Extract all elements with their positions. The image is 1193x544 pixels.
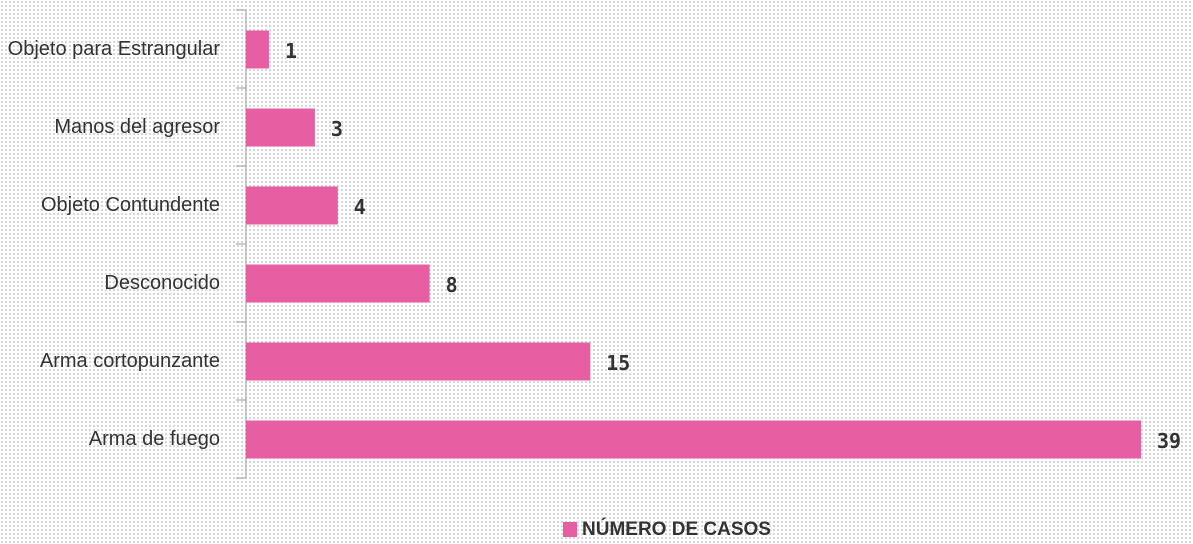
bar [246, 108, 315, 147]
data-label: 8 [446, 273, 458, 297]
legend-label: NÚMERO DE CASOS [582, 518, 771, 540]
bar [246, 186, 338, 225]
category-label: Objeto Contundente [41, 194, 220, 216]
data-label: 4 [354, 195, 366, 219]
legend-swatch [563, 522, 577, 537]
bar [246, 264, 430, 303]
bar [246, 420, 1141, 459]
data-label: 1 [285, 39, 297, 63]
data-label: 3 [331, 117, 343, 141]
category-label: Arma cortopunzante [40, 350, 220, 372]
bar [246, 342, 591, 381]
bar [246, 30, 269, 69]
data-label: 39 [1157, 429, 1181, 453]
category-label: Objeto para Estrangular [8, 38, 221, 60]
data-label: 15 [606, 351, 630, 375]
category-label: Manos del agresor [54, 116, 220, 138]
category-label: Desconocido [104, 272, 220, 294]
category-label: Arma de fuego [89, 428, 220, 450]
